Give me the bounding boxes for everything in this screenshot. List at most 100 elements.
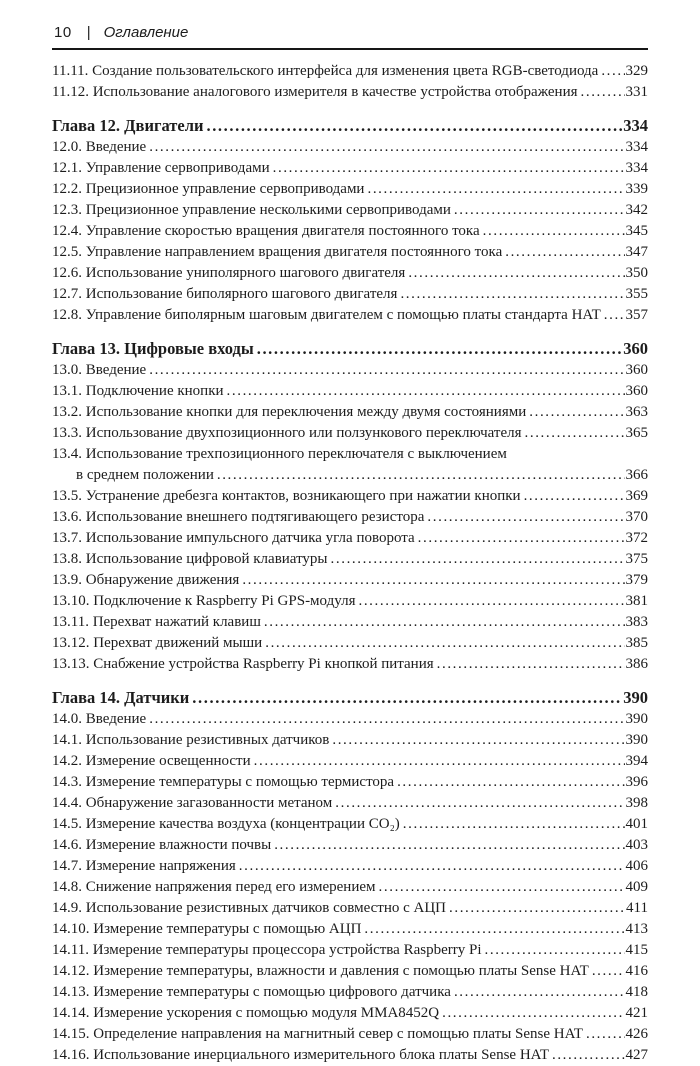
entry-page-number: 427 <box>625 1047 649 1063</box>
leader-dots <box>437 654 625 675</box>
entry-page-number: 409 <box>625 879 649 895</box>
toc-section: 11.11. Создание пользовательского интерф… <box>52 61 648 103</box>
entry-title: 14.7. Измерение напряжения <box>52 858 236 874</box>
entry-page-number: 375 <box>625 551 649 567</box>
entry-title: 14.12. Измерение температуры, влажности … <box>52 963 589 979</box>
entry-page-number: 390 <box>625 732 649 748</box>
toc-entry: 14.14. Измерение ускорения с помощью мод… <box>52 1003 648 1024</box>
toc-entry: 13.7. Использование импульсного датчика … <box>52 528 648 549</box>
entry-title: 14.13. Измерение температуры с помощью ц… <box>52 984 451 1000</box>
leader-dots <box>442 1003 624 1024</box>
toc-list: 11.11. Создание пользовательского интерф… <box>52 61 648 1066</box>
toc-entry: 13.4. Использование трехпозиционного пер… <box>52 444 648 465</box>
leader-dots <box>192 686 622 709</box>
toc-section: Глава 12. Двигатели33412.0. Введение3341… <box>52 114 648 326</box>
entry-title: 14.15. Определение направления на магнит… <box>52 1026 583 1042</box>
entry-title: 13.1. Подключение кнопки <box>52 383 224 399</box>
toc-entry: 13.6. Использование внешнего подтягивающ… <box>52 507 648 528</box>
leader-dots <box>604 305 625 326</box>
toc-entry: 12.2. Прецизионное управление сервоприво… <box>52 179 648 200</box>
entry-page-number: 331 <box>625 84 649 100</box>
leader-dots <box>418 528 625 549</box>
toc-entry: 14.7. Измерение напряжения 406 <box>52 856 648 877</box>
chapter-page-number: 390 <box>623 688 648 707</box>
entry-page-number: 369 <box>625 488 649 504</box>
entry-title: 13.8. Использование цифровой клавиатуры <box>52 551 328 567</box>
entry-title: 12.5. Управление направлением вращения д… <box>52 244 503 260</box>
leader-dots <box>149 360 624 381</box>
leader-dots <box>454 982 625 1003</box>
toc-entry: 12.8. Управление биполярным шаговым двиг… <box>52 305 648 326</box>
entry-page-number: 394 <box>625 753 649 769</box>
entry-title: 12.7. Использование биполярного шагового… <box>52 286 398 302</box>
entry-title: 13.5. Устранение дребезга контактов, воз… <box>52 488 521 504</box>
entry-title: 12.2. Прецизионное управление сервоприво… <box>52 181 365 197</box>
leader-dots <box>379 877 625 898</box>
entry-page-number: 396 <box>625 774 649 790</box>
toc-entry: в среднем положении 366 <box>52 465 648 486</box>
leader-dots <box>524 486 625 507</box>
toc-entry: 13.5. Устранение дребезга контактов, воз… <box>52 486 648 507</box>
leader-dots <box>581 82 625 103</box>
leader-dots <box>592 961 625 982</box>
toc-entry: 13.1. Подключение кнопки 360 <box>52 381 648 402</box>
toc-entry: 13.3. Использование двухпозиционного или… <box>52 423 648 444</box>
entry-title: 14.6. Измерение влажности почвы <box>52 837 272 853</box>
chapter-title: Глава 14. Датчики <box>52 688 190 707</box>
chapter-title: Глава 12. Двигатели <box>52 116 204 135</box>
toc-entry: 14.16. Использование инерциального измер… <box>52 1045 648 1066</box>
toc-chapter-heading: Глава 14. Датчики 390 <box>52 686 648 709</box>
leader-dots <box>227 381 625 402</box>
entry-title: 14.3. Измерение температуры с помощью те… <box>52 774 395 790</box>
leader-dots <box>364 919 624 940</box>
leader-dots <box>427 507 624 528</box>
entry-page-number: 403 <box>625 837 649 853</box>
entry-title: 12.4. Управление скоростью вращения двиг… <box>52 223 480 239</box>
header-separator: | <box>86 24 91 41</box>
entry-title: 12.3. Прецизионное управление нескольким… <box>52 202 451 218</box>
toc-entry: 14.12. Измерение температуры, влажности … <box>52 961 648 982</box>
toc-entry: 13.0. Введение 360 <box>52 360 648 381</box>
leader-dots <box>403 814 625 835</box>
toc-entry: 12.4. Управление скоростью вращения двиг… <box>52 221 648 242</box>
leader-dots <box>242 570 624 591</box>
leader-dots <box>217 465 625 486</box>
leader-dots <box>358 591 624 612</box>
entry-page-number: 347 <box>625 244 649 260</box>
entry-page-number: 372 <box>625 530 649 546</box>
leader-dots <box>552 1045 625 1066</box>
leader-dots <box>454 200 625 221</box>
leader-dots <box>529 402 624 423</box>
leader-dots <box>483 221 625 242</box>
toc-entry: 14.6. Измерение влажности почвы 403 <box>52 835 648 856</box>
leader-dots <box>273 158 625 179</box>
entry-title: 14.4. Обнаружение загазованности метаном <box>52 795 333 811</box>
entry-title: 14.0. Введение <box>52 711 147 727</box>
leader-dots <box>408 263 624 284</box>
toc-entry: 14.3. Измерение температуры с помощью те… <box>52 772 648 793</box>
entry-title: в среднем положении <box>76 467 214 483</box>
entry-page-number: 360 <box>625 383 649 399</box>
entry-page-number: 418 <box>625 984 649 1000</box>
entry-title: 14.1. Использование резистивных датчиков <box>52 732 330 748</box>
entry-title: 13.2. Использование кнопки для переключе… <box>52 404 527 420</box>
entry-page-number: 406 <box>625 858 649 874</box>
toc-entry: 12.7. Использование биполярного шагового… <box>52 284 648 305</box>
chapter-page-number: 360 <box>623 339 648 358</box>
entry-title: 13.0. Введение <box>52 362 147 378</box>
entry-page-number: 386 <box>625 656 649 672</box>
entry-page-number: 366 <box>625 467 649 483</box>
entry-page-number: 385 <box>625 635 649 651</box>
entry-title: 14.5. Измерение качества воздуха (концен… <box>52 816 400 832</box>
chapter-title: Глава 13. Цифровые входы <box>52 339 254 358</box>
leader-dots <box>397 772 624 793</box>
entry-page-number: 355 <box>625 286 649 302</box>
toc-entry: 12.6. Использование униполярного шаговог… <box>52 263 648 284</box>
entry-page-number: 381 <box>625 593 649 609</box>
chapter-page-number: 334 <box>623 116 648 135</box>
leader-dots <box>400 284 624 305</box>
toc-entry: 14.1. Использование резистивных датчиков… <box>52 730 648 751</box>
toc-entry: 14.15. Определение направления на магнит… <box>52 1024 648 1045</box>
entry-title: 14.10. Измерение температуры с помощью А… <box>52 921 362 937</box>
entry-page-number: 413 <box>625 921 649 937</box>
